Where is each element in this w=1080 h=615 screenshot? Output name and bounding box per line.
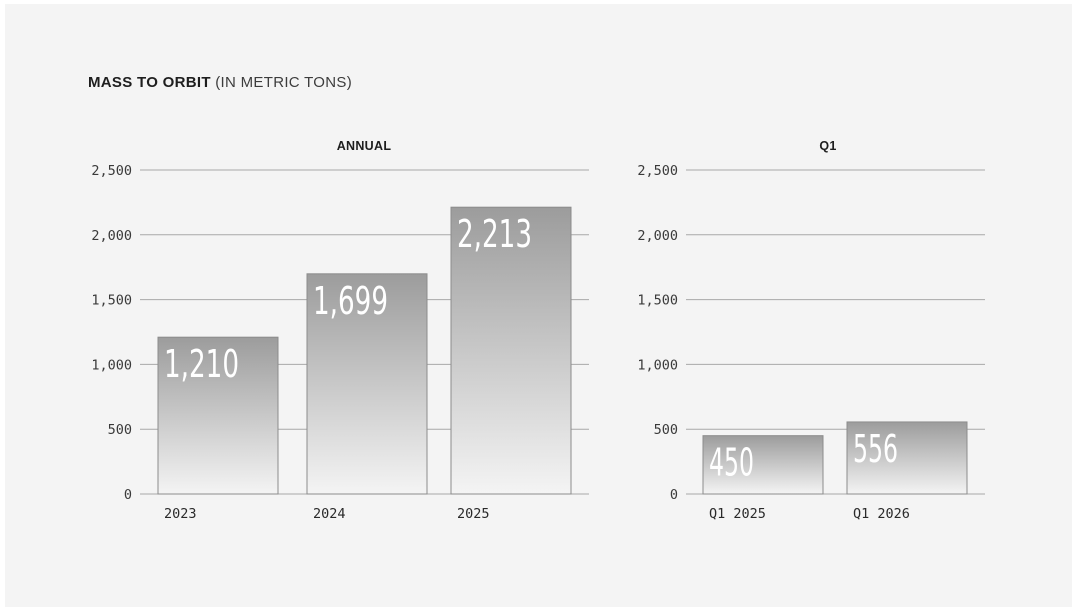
heading-bold: MASS TO ORBIT: [88, 74, 211, 91]
annual-y-tick-label: 2,000: [91, 228, 132, 244]
annual-bar: [306, 273, 428, 495]
annual-y-tick-label: 500: [108, 422, 132, 438]
q1-bar-value-label: 450: [709, 441, 754, 485]
q1-y-tick-label: 1,000: [637, 357, 678, 373]
q1-bar: [846, 421, 968, 495]
q1-category-label: Q1 2026: [853, 506, 910, 522]
annual-bar-value-label: 2,213: [457, 212, 532, 256]
annual-y-tick-label: 2,500: [91, 163, 132, 179]
q1-bar: [702, 435, 824, 495]
q1-y-tick-label: 2,500: [637, 163, 678, 179]
q1-y-tick-label: 0: [670, 487, 678, 503]
annual-y-tick-label: 1,500: [91, 293, 132, 309]
annual-title: ANNUAL: [337, 139, 392, 153]
q1-y-tick-label: 500: [654, 422, 678, 438]
annual-category-label: 2024: [313, 506, 346, 522]
q1-bar-value-label: 556: [853, 427, 898, 471]
annual-bar: [157, 336, 279, 495]
annual-category-label: 2023: [164, 506, 197, 522]
annual-bar-value-label: 1,210: [164, 342, 239, 386]
q1-category-label: Q1 2025: [709, 506, 766, 522]
annual-category-label: 2025: [457, 506, 490, 522]
annual-bar-value-label: 1,699: [313, 279, 388, 323]
annual-bar: [450, 206, 572, 495]
heading-units: (IN METRIC TONS): [215, 74, 353, 91]
annual-y-tick-label: 1,000: [91, 357, 132, 373]
q1-title: Q1: [819, 139, 836, 153]
q1-y-tick-label: 1,500: [637, 293, 678, 309]
q1-y-tick-label: 2,000: [637, 228, 678, 244]
annual-y-tick-label: 0: [124, 487, 132, 503]
chart-heading: MASS TO ORBIT (IN METRIC TONS): [88, 74, 352, 91]
